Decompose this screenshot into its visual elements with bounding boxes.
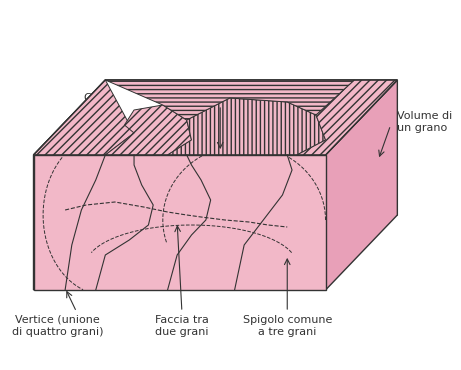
Text: Volume di
un grano: Volume di un grano [397, 111, 453, 133]
Text: Spigolo comune
a tre grani: Spigolo comune a tre grani [242, 315, 332, 337]
Polygon shape [34, 80, 134, 155]
Polygon shape [34, 80, 397, 155]
Polygon shape [34, 80, 105, 290]
Polygon shape [105, 80, 354, 120]
Text: Microstruttura sulla superficie superiore.
Ciascun grano è ombreggiato in modo d: Microstruttura sulla superficie superior… [84, 81, 356, 103]
Polygon shape [297, 80, 397, 155]
Polygon shape [167, 98, 325, 155]
Polygon shape [325, 80, 397, 290]
Polygon shape [105, 105, 191, 155]
Polygon shape [34, 155, 325, 290]
Text: Faccia tra
due grani: Faccia tra due grani [155, 315, 209, 337]
Text: Vertice (unione
di quattro grani): Vertice (unione di quattro grani) [12, 315, 103, 337]
